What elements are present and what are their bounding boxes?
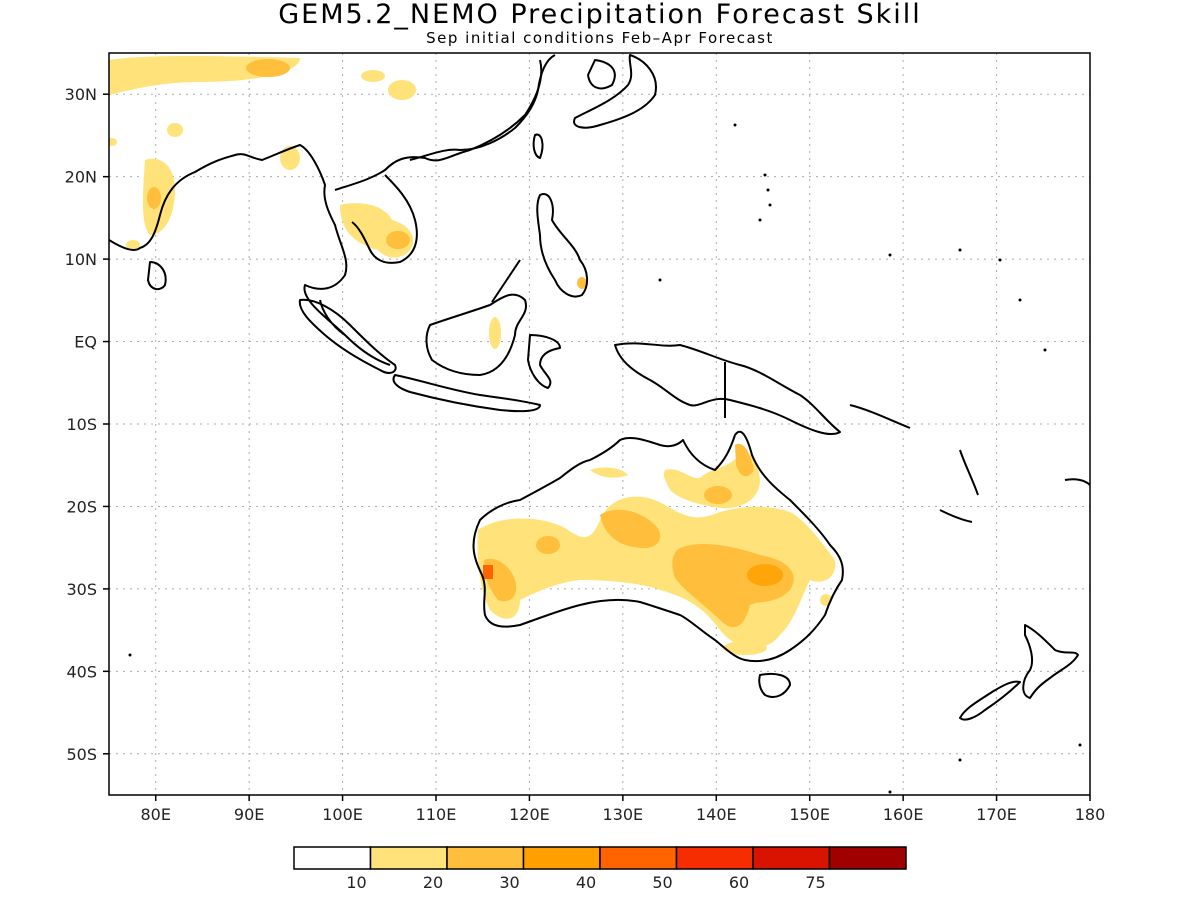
colorbar-label: 40 [576,873,596,892]
colorbar-label: 10 [346,873,366,892]
lon-tick-label: 160E [883,805,924,824]
lon-tick-label: 180 [1075,805,1106,824]
lon-tick-label: 140E [696,805,737,824]
lat-tick-label: 20S [66,497,97,516]
colorbar-label: 30 [499,873,519,892]
colorbar-swatch [828,846,907,870]
map-title: GEM5.2_NEMO Precipitation Forecast Skill [278,0,922,30]
lat-tick-label: 40S [66,662,97,681]
colorbar-swatch [599,846,678,870]
lon-tick-label: 120E [509,805,550,824]
lat-tick-label: 30N [65,85,97,104]
colorbar: 10 20 30 40 50 60 75 [293,846,907,892]
lon-tick-label: 80E [140,805,170,824]
lat-tick-label: 30S [66,580,97,599]
lon-tick-label: 100E [322,805,363,824]
colorbar-swatch [752,846,831,870]
colorbar-swatch [446,846,525,870]
lon-tick-label: 170E [976,805,1017,824]
lat-tick-label: 20N [65,168,97,187]
map-axes: 80E 90E 100E 110E 120E 130E 140E 150E 160E 170E 18… [65,85,1106,824]
lon-tick-label: 130E [603,805,644,824]
colorbar-swatch [675,846,754,870]
small-islands [128,123,1082,794]
lon-tick-label: 110E [416,805,457,824]
gridlines [109,53,1090,795]
colorbar-swatch [293,846,372,870]
lat-tick-label: EQ [74,333,97,352]
lon-tick-label: 90E [234,805,264,824]
skill-shading [109,55,836,655]
colorbar-swatch [522,846,601,870]
colorbar-label: 20 [423,873,443,892]
map-subtitle: Sep initial conditions Feb–Apr Forecast [426,29,774,47]
lat-tick-label: 10N [65,250,97,269]
lat-tick-label: 10S [66,415,97,434]
colorbar-label: 50 [652,873,672,892]
colorbar-label: 60 [729,873,749,892]
lon-tick-label: 150E [789,805,830,824]
coastlines [109,54,1090,721]
lat-tick-label: 50S [66,745,97,764]
colorbar-label: 75 [805,873,825,892]
colorbar-swatch [369,846,448,870]
